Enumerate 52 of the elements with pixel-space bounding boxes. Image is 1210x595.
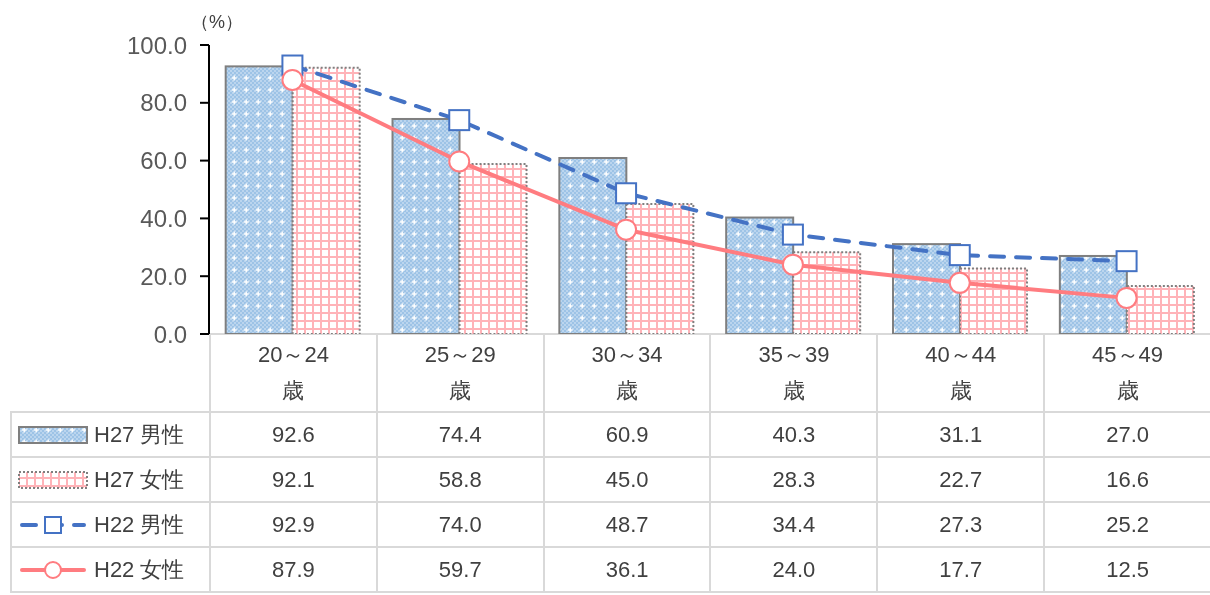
x-tick-label: 35～39 歳 xyxy=(758,342,830,403)
data-label: 36.1 xyxy=(543,547,711,592)
data-label: 92.1 xyxy=(210,457,377,502)
point xyxy=(948,271,971,294)
legend-label: H27 男性 xyxy=(94,420,185,449)
data-label: 17.7 xyxy=(877,547,1045,592)
point xyxy=(448,150,471,173)
data-label: 58.8 xyxy=(376,457,544,502)
y-tick-label: 0.0 xyxy=(153,320,187,348)
data-label: 16.6 xyxy=(1044,457,1210,502)
data-label: 87.9 xyxy=(210,547,377,592)
data-label: 25.2 xyxy=(1044,502,1210,547)
data-label: 48.7 xyxy=(543,502,711,547)
data-label: 31.1 xyxy=(877,412,1045,457)
data-label: 28.3 xyxy=(710,457,878,502)
y-tick-label: 40.0 xyxy=(140,204,187,232)
point xyxy=(1115,250,1138,273)
data-label: 27.0 xyxy=(1044,412,1210,457)
data-label: 22.7 xyxy=(877,457,1045,502)
point xyxy=(781,223,804,246)
x-tick-label: 40～44 歳 xyxy=(925,342,997,403)
y-tick-label: 60.0 xyxy=(140,147,187,175)
data-label: 34.4 xyxy=(710,502,878,547)
data-label: 60.9 xyxy=(543,412,711,457)
x-tick-label: 25～29 歳 xyxy=(424,342,496,403)
data-label: 12.5 xyxy=(1044,547,1210,592)
point xyxy=(948,244,971,267)
data-label: 59.7 xyxy=(376,547,544,592)
data-label: 92.6 xyxy=(210,412,377,457)
point xyxy=(615,218,638,241)
point xyxy=(615,182,638,205)
data-label: 45.0 xyxy=(543,457,711,502)
data-label: 74.4 xyxy=(376,412,544,457)
y-axis-title: （%） xyxy=(191,11,244,34)
y-tick-label: 20.0 xyxy=(140,262,187,290)
data-label: 92.9 xyxy=(210,502,377,547)
point xyxy=(1115,286,1138,309)
legend-label: H27 女性 xyxy=(94,465,185,494)
legend-label: H22 女性 xyxy=(94,555,185,584)
legend-label: H22 男性 xyxy=(94,510,185,539)
x-tick-label: 20～24 歳 xyxy=(257,342,329,403)
x-tick-label: 45～49 歳 xyxy=(1092,342,1164,403)
y-tick-label: 80.0 xyxy=(140,89,187,117)
data-label: 27.3 xyxy=(877,502,1045,547)
data-label: 40.3 xyxy=(710,412,878,457)
point xyxy=(448,109,471,132)
point xyxy=(781,253,804,276)
data-label: 24.0 xyxy=(710,547,878,592)
data-label: 74.0 xyxy=(376,502,544,547)
point xyxy=(281,68,304,91)
y-tick-label: 100.0 xyxy=(126,31,187,59)
x-tick-label: 30～34 歳 xyxy=(591,342,663,403)
